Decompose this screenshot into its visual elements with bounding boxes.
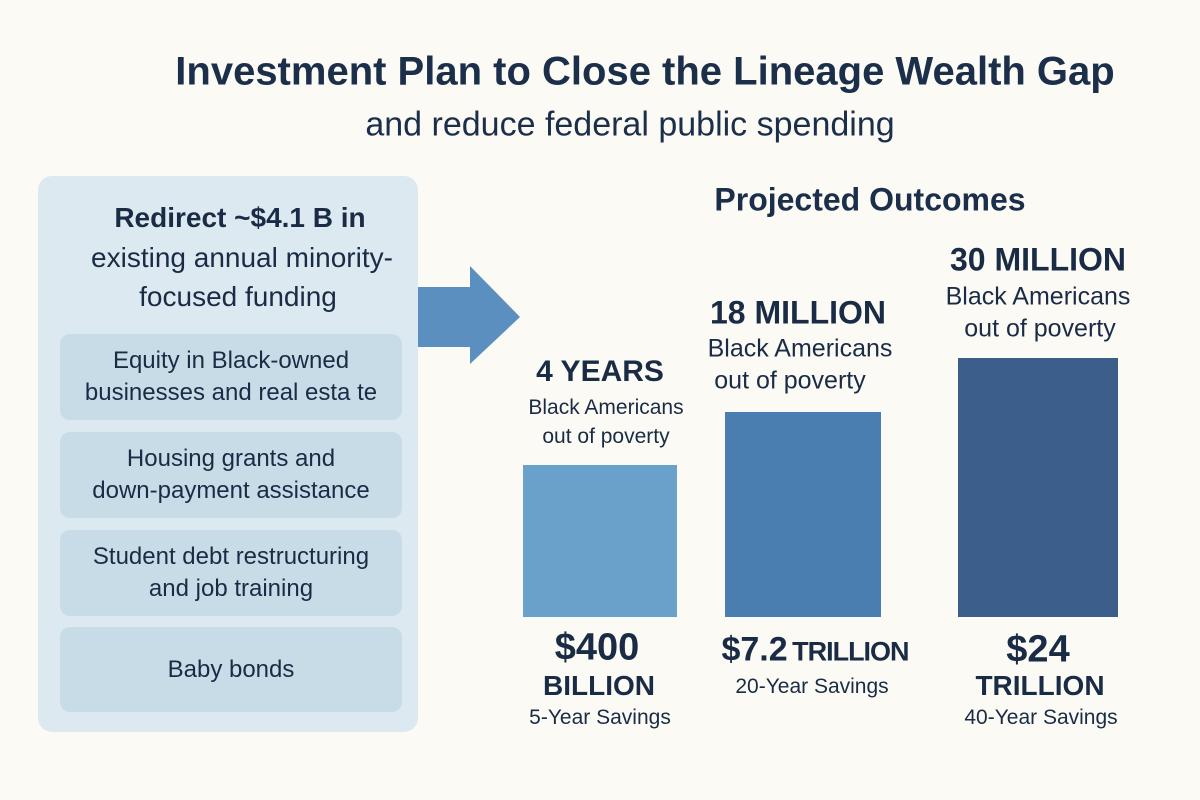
outcome-headline: 18 MILLION (709, 294, 887, 331)
savings-unit: TRILLION (792, 636, 909, 667)
item-line: businesses and real esta te (84, 379, 378, 406)
outcome-bar-5yr (523, 465, 677, 617)
savings-amount-group: $7.2 TRILLION (721, 630, 909, 670)
item-line: Baby bonds (167, 655, 295, 683)
outcome-headline: 4 YEARS (536, 355, 664, 388)
outcome-bar-20yr (725, 412, 881, 617)
item-line: Equity in Black-owned (112, 347, 350, 374)
outcome-line: Black Americans (707, 334, 893, 363)
funding-item-baby-bonds: Baby bonds (60, 627, 402, 712)
item-line: down-payment assistance (92, 477, 370, 504)
outcome-bar-40yr (958, 358, 1118, 617)
funding-item-equity: Equity in Black-owned businesses and real… (60, 334, 402, 420)
funding-item-student-debt: Student debt restructuring and job traini… (60, 530, 402, 616)
arrow-right-icon (418, 266, 520, 364)
savings-amount: $24 (1006, 628, 1070, 671)
outcome-line: out of poverty (542, 425, 670, 448)
funding-item-housing: Housing grants and down-payment assistanc… (60, 432, 402, 518)
outcomes-title: Projected Outcomes (714, 181, 1026, 218)
outcome-headline: 30 MILLION (949, 241, 1127, 278)
savings-period: 20-Year Savings (735, 675, 889, 698)
panel-heading: Redirect ~$4.1 B in (114, 202, 366, 233)
savings-amount: $400 (554, 626, 640, 669)
item-line: Student debt restructuring (92, 543, 370, 570)
item-line: Housing grants and (126, 445, 336, 472)
savings-period: 5-Year Savings (529, 706, 671, 729)
savings-amount: $7.2 (721, 630, 788, 669)
page-title: Investment Plan to Close the Lineage Wea… (175, 49, 1115, 94)
outcome-line: out of poverty (964, 314, 1116, 343)
panel-heading-line: existing annual minority- (91, 242, 393, 273)
item-line: and job training (148, 575, 314, 602)
outcome-line: out of poverty (714, 366, 866, 395)
outcome-line: Black Americans (528, 396, 684, 419)
savings-unit: BILLION (543, 670, 655, 701)
savings-unit: TRILLION (975, 670, 1105, 701)
page-subtitle: and reduce federal public spending (365, 105, 895, 144)
savings-period: 40-Year Savings (964, 706, 1118, 729)
panel-heading-line: focused funding (139, 281, 337, 312)
outcome-line: Black Americans (945, 282, 1131, 311)
